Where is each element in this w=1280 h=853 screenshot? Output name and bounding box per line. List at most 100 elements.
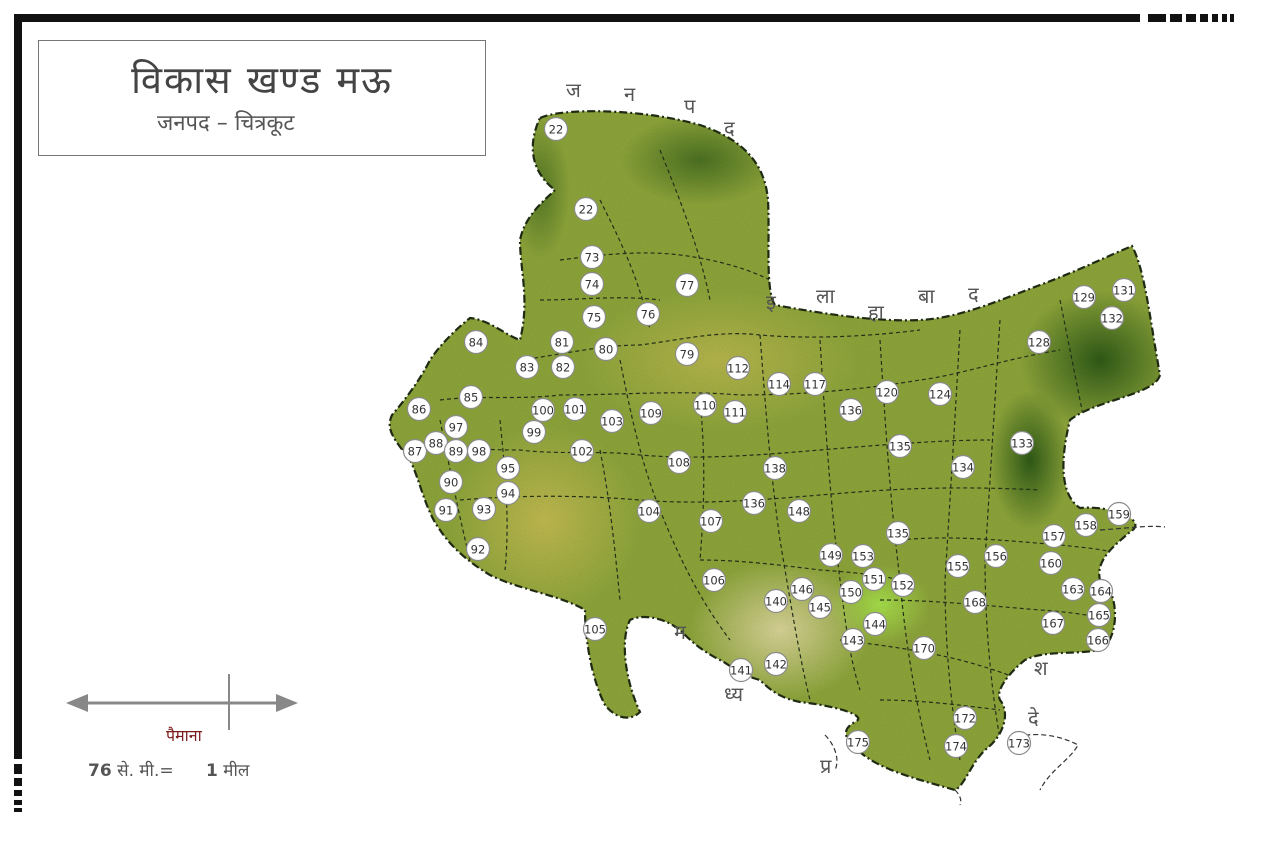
border-label-pradesh: प्र xyxy=(820,754,832,778)
village-marker: 107 xyxy=(698,508,724,534)
village-marker: 136 xyxy=(838,397,864,423)
village-marker-circle xyxy=(579,271,605,297)
village-marker-circle xyxy=(573,196,599,222)
village-marker: 129 xyxy=(1071,284,1097,310)
village-marker-circle xyxy=(530,397,556,423)
village-number: 101 xyxy=(564,403,586,417)
village-marker: 85 xyxy=(458,384,484,410)
village-number: 94 xyxy=(501,487,516,501)
map-frame-left xyxy=(14,14,22,759)
village-marker-circle xyxy=(692,392,718,418)
village-number: 83 xyxy=(520,361,535,375)
village-marker: 79 xyxy=(674,341,700,367)
village-marker-circle xyxy=(741,490,767,516)
village-number: 175 xyxy=(847,736,869,750)
village-marker-circle xyxy=(674,272,700,298)
village-number: 117 xyxy=(804,378,826,392)
village-number: 163 xyxy=(1062,583,1084,597)
village-marker: 163 xyxy=(1060,576,1086,602)
village-marker: 160 xyxy=(1038,550,1064,576)
village-marker-circle xyxy=(465,536,491,562)
village-marker: 168 xyxy=(962,589,988,615)
village-marker-circle xyxy=(495,480,521,506)
village-marker-circle xyxy=(850,543,876,569)
border-label-madhya: म xyxy=(674,620,686,644)
village-number: 174 xyxy=(945,740,967,754)
village-marker: 140 xyxy=(763,588,789,614)
village-marker-circle xyxy=(1060,576,1086,602)
village-number: 109 xyxy=(640,407,662,421)
map-frame-dash xyxy=(1148,14,1166,22)
village-marker: 81 xyxy=(549,329,575,355)
scale-label: पैमाना xyxy=(166,726,202,745)
border-label-allahabad: बा xyxy=(918,284,935,308)
village-number: 140 xyxy=(765,595,787,609)
village-number: 133 xyxy=(1011,437,1033,451)
village-marker: 146 xyxy=(789,576,815,602)
village-number: 82 xyxy=(556,361,571,375)
village-number: 157 xyxy=(1043,530,1065,544)
village-marker-circle xyxy=(495,455,521,481)
village-marker: 175 xyxy=(845,729,871,755)
village-marker: 173 xyxy=(1006,730,1032,756)
village-marker: 149 xyxy=(818,542,844,568)
village-number: 74 xyxy=(585,278,600,292)
village-marker-circle xyxy=(763,651,789,677)
village-marker-circle xyxy=(943,733,969,759)
village-marker-circle xyxy=(443,414,469,440)
village-number: 128 xyxy=(1028,336,1050,350)
village-number: 89 xyxy=(449,445,464,459)
village-number: 102 xyxy=(571,445,593,459)
village-number: 158 xyxy=(1075,519,1097,533)
village-marker: 22 xyxy=(573,196,599,222)
village-marker: 114 xyxy=(766,371,792,397)
village-marker-circle xyxy=(838,397,864,423)
village-marker-circle xyxy=(636,498,662,524)
village-marker-circle xyxy=(807,594,833,620)
village-number: 145 xyxy=(809,601,831,615)
title-box: विकास खण्ड मऊ जनपद – चित्रकूट xyxy=(38,40,486,156)
village-marker-circle xyxy=(579,244,605,270)
village-marker: 143 xyxy=(840,627,866,653)
village-number: 100 xyxy=(532,404,554,418)
village-marker: 170 xyxy=(911,635,937,661)
village-marker: 105 xyxy=(582,616,608,642)
village-number: 135 xyxy=(889,440,911,454)
village-number: 93 xyxy=(477,503,492,517)
village-marker-circle xyxy=(725,355,751,381)
village-marker: 128 xyxy=(1026,329,1052,355)
map-frame-dash xyxy=(14,800,22,805)
border-label-allahabad: द xyxy=(968,282,979,306)
village-marker-circle xyxy=(698,508,724,534)
village-marker: 136 xyxy=(741,490,767,516)
village-marker: 132 xyxy=(1099,305,1125,331)
village-number: 95 xyxy=(501,462,516,476)
village-number: 99 xyxy=(527,426,542,440)
village-marker: 109 xyxy=(638,400,664,426)
village-marker-circle xyxy=(862,611,888,637)
village-marker-circle xyxy=(550,354,576,380)
village-marker-circle xyxy=(1088,578,1114,604)
village-marker: 111 xyxy=(722,399,748,425)
village-marker-circle xyxy=(890,572,916,598)
village-number: 167 xyxy=(1042,617,1064,631)
village-marker-circle xyxy=(1041,523,1067,549)
map-title: विकास खण्ड मऊ xyxy=(131,58,393,102)
village-marker: 131 xyxy=(1111,277,1137,303)
map-frame-dash xyxy=(1222,14,1227,22)
village-number: 164 xyxy=(1090,585,1112,599)
village-marker: 108 xyxy=(666,449,692,475)
village-number: 150 xyxy=(840,586,862,600)
village-marker: 134 xyxy=(950,454,976,480)
village-number: 141 xyxy=(730,664,752,678)
village-marker: 99 xyxy=(521,419,547,445)
village-number: 105 xyxy=(584,623,606,637)
village-marker: 82 xyxy=(550,354,576,380)
village-marker-circle xyxy=(983,543,1009,569)
village-marker-circle xyxy=(666,449,692,475)
village-marker: 144 xyxy=(862,611,888,637)
village-marker: 97 xyxy=(443,414,469,440)
village-marker: 152 xyxy=(890,572,916,598)
village-marker: 153 xyxy=(850,543,876,569)
village-marker-circle xyxy=(802,371,828,397)
